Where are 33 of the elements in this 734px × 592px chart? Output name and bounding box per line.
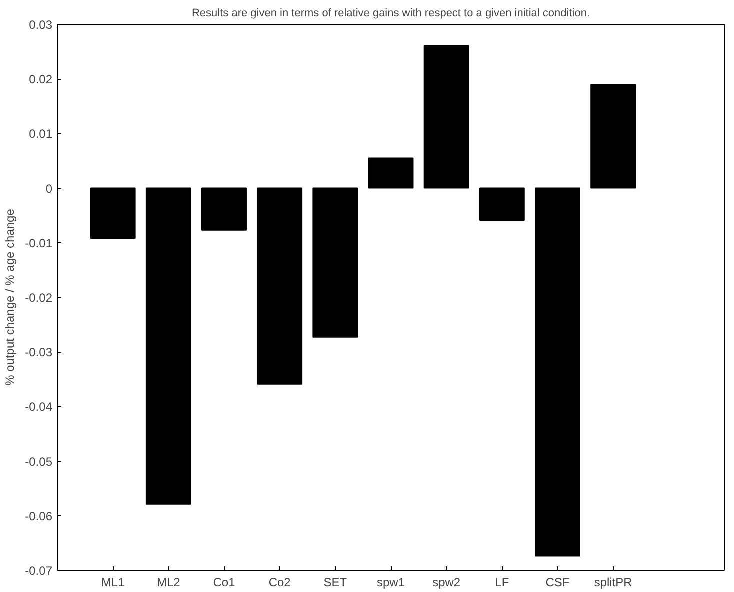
bar (368, 158, 414, 189)
y-tick-label: -0.04 (25, 400, 53, 414)
y-tick-label: 0 (46, 182, 53, 196)
y-tick-label: -0.06 (25, 509, 53, 524)
bar (146, 188, 192, 505)
y-tick-label: -0.05 (25, 454, 53, 469)
y-tick-label: -0.01 (25, 236, 53, 250)
bar (90, 188, 136, 240)
x-tick-label: SET (324, 576, 348, 590)
bar (479, 188, 525, 222)
x-tick-label: ML1 (101, 576, 126, 590)
y-tick-label: 0.02 (29, 72, 53, 87)
y-tick-label: 0.03 (29, 18, 53, 32)
x-tick-label: spw1 (376, 576, 406, 590)
y-tick-label: -0.07 (25, 564, 53, 578)
y-tick-label: -0.03 (25, 346, 53, 360)
x-tick-label: LF (495, 576, 510, 590)
y-axis-title: % output change / % age change (3, 208, 18, 386)
x-tick-label: splitPR (594, 576, 633, 590)
bar (590, 84, 636, 189)
x-tick-label: Co1 (213, 576, 236, 590)
x-tick-label: CSF (546, 576, 570, 590)
y-tick-label: -0.02 (25, 291, 53, 305)
x-tick-label: Co2 (268, 576, 292, 590)
bar (312, 188, 358, 338)
x-tick-label: ML2 (156, 576, 181, 590)
bar (257, 188, 303, 385)
chart-title: Results are given in terms of relative gains with respect to a given initial condition. (192, 8, 590, 20)
x-tick-label: spw2 (432, 576, 461, 590)
bar (202, 188, 247, 231)
bar (424, 45, 470, 189)
y-tick-label: 0.01 (29, 127, 53, 142)
bar (535, 188, 580, 557)
